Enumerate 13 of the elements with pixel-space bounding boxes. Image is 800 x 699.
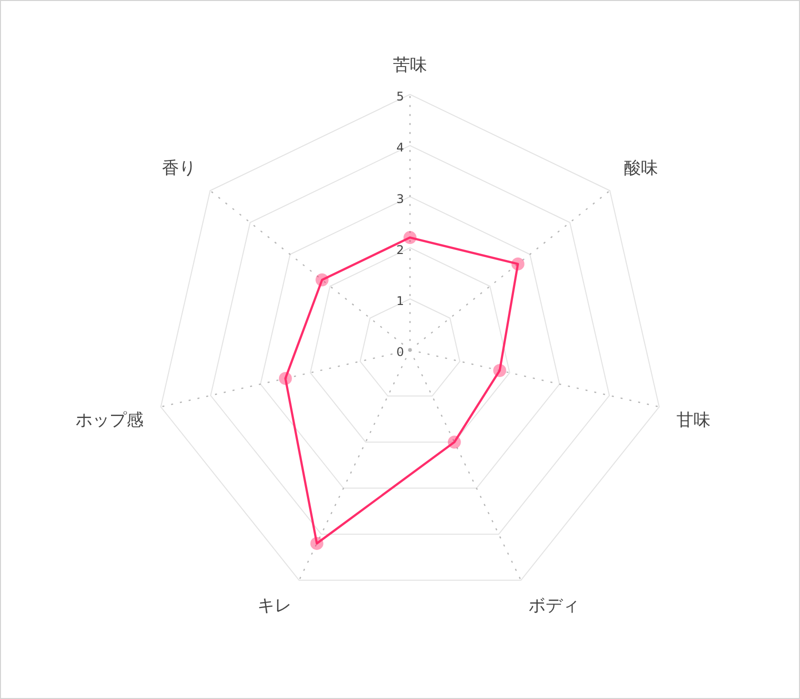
y-tick-label: 0: [396, 345, 404, 360]
y-tick-label: 1: [396, 294, 404, 308]
spoke-label: 酸味: [624, 158, 658, 179]
y-tick-label: 5: [396, 90, 404, 104]
spoke-label: ボディ: [528, 596, 580, 616]
spoke-label: 甘味: [676, 410, 711, 431]
spoke-label: キレ: [257, 596, 292, 616]
spoke-label: 苦味: [393, 56, 427, 76]
y-tick-label: 3: [396, 192, 404, 206]
spoke-label: ホップ感: [75, 410, 144, 431]
y-tick-label: 2: [396, 242, 404, 257]
spoke-label: 香り: [162, 158, 196, 179]
y-tick-label: 4: [396, 140, 404, 155]
